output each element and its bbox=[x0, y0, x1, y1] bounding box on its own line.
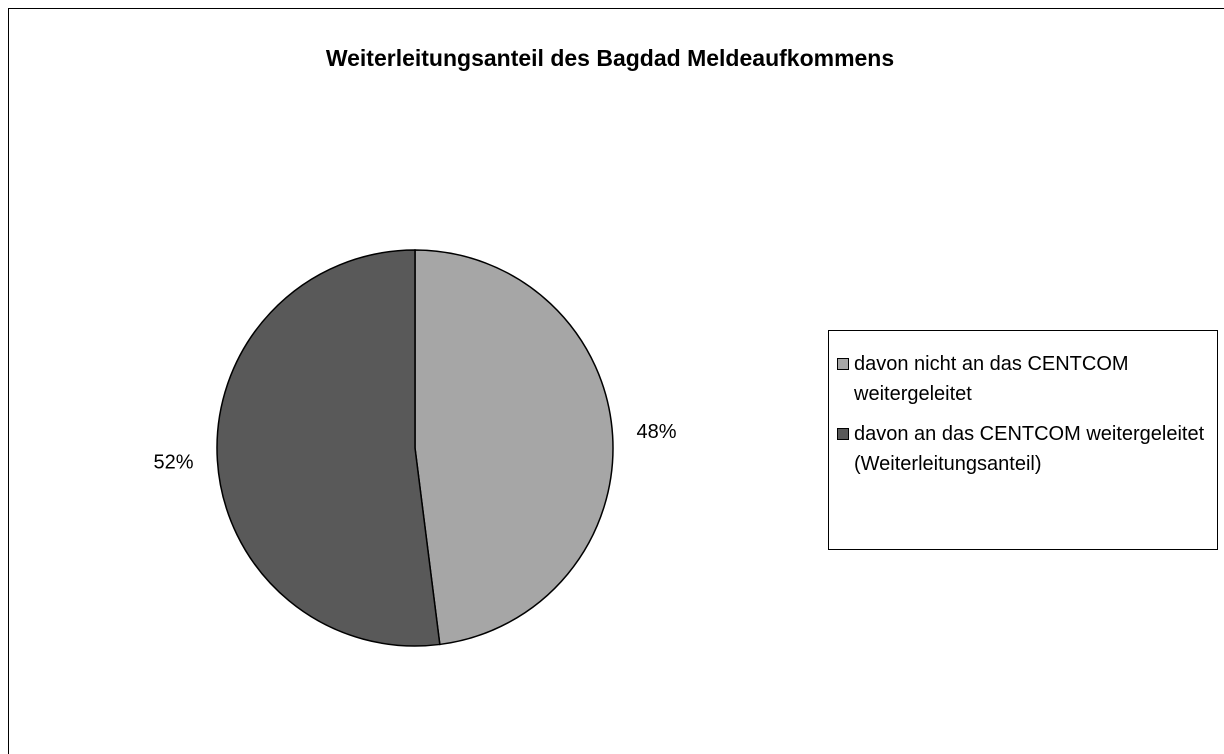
value-label: 52% bbox=[153, 451, 193, 473]
legend-label: davon an das CENTCOM weitergeleitet (Wei… bbox=[854, 423, 1205, 475]
pie-slice bbox=[216, 249, 441, 647]
legend-swatch bbox=[837, 428, 849, 440]
value-label: 48% bbox=[637, 421, 677, 443]
legend-swatch bbox=[837, 358, 849, 370]
pie-slice bbox=[414, 249, 614, 646]
legend-entry: davon nicht an das CENTCOM weitergeleite… bbox=[837, 349, 1217, 409]
legend-label: davon nicht an das CENTCOM weitergeleite… bbox=[854, 353, 1129, 405]
legend: davon nicht an das CENTCOM weitergeleite… bbox=[828, 330, 1218, 550]
chart-title: Weiterleitungsanteil des Bagdad Meldeauf… bbox=[326, 45, 894, 71]
legend-entry: davon an das CENTCOM weitergeleitet (Wei… bbox=[837, 419, 1217, 479]
